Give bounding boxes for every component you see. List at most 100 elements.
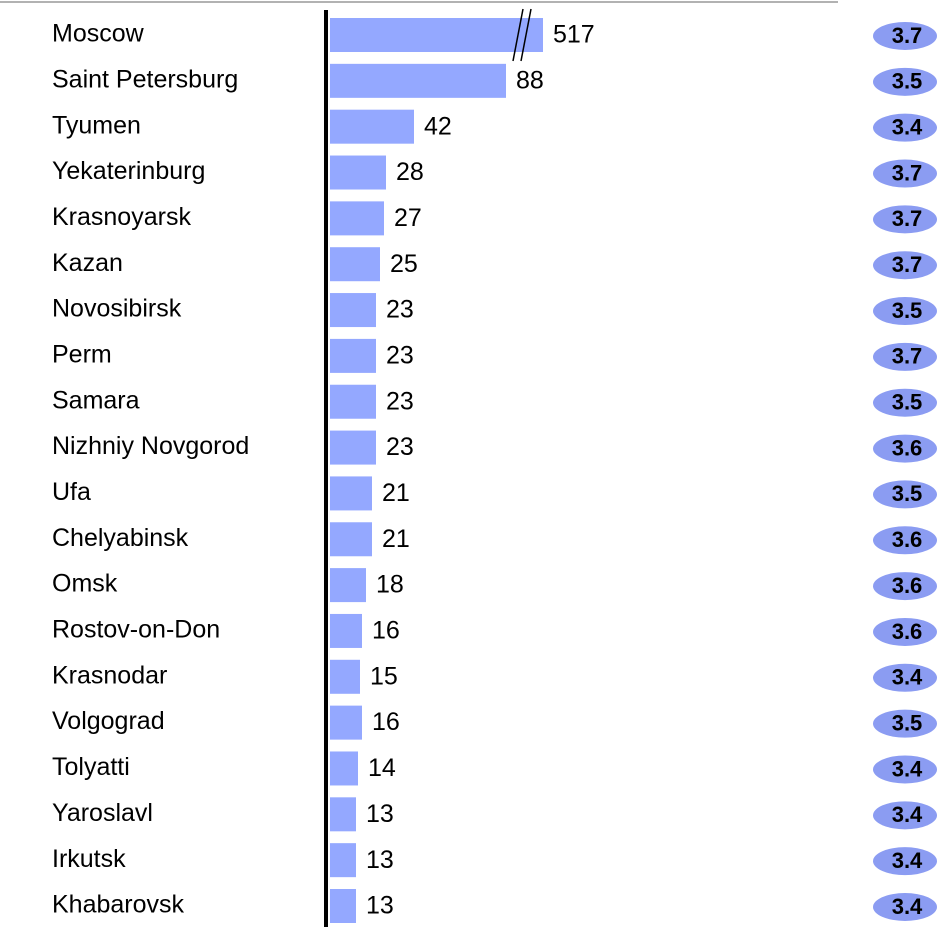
- rating-badge: [873, 297, 937, 326]
- value-label: 27: [394, 204, 422, 232]
- rating-badge: [873, 663, 937, 692]
- rating-label: 3.5: [892, 710, 923, 735]
- rating-badge: [873, 113, 937, 142]
- rating-label: 3.4: [892, 756, 923, 781]
- category-label: Omsk: [52, 570, 118, 598]
- value-label: 15: [370, 662, 398, 690]
- rating-label: 3.7: [892, 206, 923, 231]
- bar: [330, 522, 372, 557]
- category-label: Moscow: [52, 20, 145, 48]
- bar: [330, 63, 506, 98]
- bar: [330, 155, 386, 190]
- bar: [330, 843, 356, 878]
- rating-label: 3.4: [892, 802, 923, 827]
- rating-label: 3.5: [892, 481, 923, 506]
- category-label: Krasnoyarsk: [52, 203, 191, 231]
- rating-badge: [873, 159, 937, 188]
- bar: [330, 613, 362, 648]
- bar: [330, 751, 358, 786]
- rating-badge: [873, 709, 937, 738]
- category-label: Kazan: [52, 249, 123, 277]
- bar: [330, 659, 360, 694]
- rating-badge: [873, 755, 937, 784]
- rating-badge: [873, 526, 937, 555]
- value-label: 13: [366, 800, 394, 828]
- rating-label: 3.4: [892, 114, 923, 139]
- value-label: 21: [382, 479, 410, 507]
- category-label: Volgograd: [52, 707, 165, 735]
- bar: [330, 338, 376, 373]
- value-label: 23: [386, 433, 414, 461]
- bar: [330, 705, 362, 740]
- category-label: Yekaterinburg: [52, 157, 205, 185]
- value-label: 16: [372, 708, 400, 736]
- rating-badge: [873, 801, 937, 830]
- rating-badge: [873, 480, 937, 509]
- rating-label: 3.6: [892, 573, 923, 598]
- category-label: Chelyabinsk: [52, 524, 189, 552]
- bar: [330, 797, 356, 832]
- value-label: 21: [382, 525, 410, 553]
- rating-badge: [873, 388, 937, 417]
- rating-label: 3.6: [892, 527, 923, 552]
- rating-badge: [873, 205, 937, 234]
- category-label: Saint Petersburg: [52, 65, 238, 93]
- rating-badge: [873, 67, 937, 96]
- rating-label: 3.6: [892, 435, 923, 460]
- rating-label: 3.4: [892, 894, 923, 919]
- bar: [330, 247, 380, 282]
- value-label: 18: [376, 571, 404, 599]
- category-label: Tolyatti: [52, 753, 130, 781]
- rating-label: 3.7: [892, 160, 923, 185]
- category-label: Ufa: [52, 478, 91, 506]
- category-label: Rostov-on-Don: [52, 616, 220, 644]
- category-label: Perm: [52, 341, 112, 369]
- rating-badge: [873, 251, 937, 280]
- value-label: 14: [368, 754, 396, 782]
- rating-label: 3.4: [892, 848, 923, 873]
- bar: [330, 293, 376, 328]
- rating-label: 3.7: [892, 252, 923, 277]
- rating-badge: [873, 847, 937, 876]
- category-label: Krasnodar: [52, 661, 167, 689]
- value-label: 16: [372, 617, 400, 645]
- rating-label: 3.5: [892, 390, 923, 415]
- bar: [330, 18, 543, 52]
- value-label: 28: [396, 158, 424, 186]
- rating-badge: [873, 572, 937, 601]
- bar: [330, 568, 366, 603]
- bar: [330, 430, 376, 465]
- value-label: 13: [366, 846, 394, 874]
- rating-badge: [873, 22, 937, 50]
- category-label: Tyumen: [52, 111, 141, 139]
- category-label: Novosibirsk: [52, 295, 182, 323]
- category-label: Khabarovsk: [52, 891, 185, 919]
- value-label: 517: [553, 21, 595, 49]
- value-label: 88: [516, 66, 544, 94]
- value-label: 23: [386, 296, 414, 324]
- category-label: Irkutsk: [52, 845, 126, 873]
- value-label: 25: [390, 250, 418, 278]
- rating-label: 3.6: [892, 619, 923, 644]
- rating-label: 3.7: [892, 344, 923, 369]
- rating-label: 3.4: [892, 665, 923, 690]
- rating-badge: [873, 434, 937, 463]
- bar: [330, 889, 356, 923]
- rating-badge: [873, 342, 937, 371]
- rating-label: 3.5: [892, 69, 923, 94]
- value-label: 42: [424, 112, 452, 140]
- rating-label: 3.5: [892, 298, 923, 323]
- rating-label: 3.7: [892, 23, 923, 48]
- bar: [330, 201, 384, 236]
- bar: [330, 384, 376, 419]
- bar: [330, 109, 414, 144]
- bar: [330, 476, 372, 511]
- category-label: Samara: [52, 386, 140, 414]
- value-label: 23: [386, 342, 414, 370]
- rating-badge: [873, 893, 937, 921]
- category-label: Nizhniy Novgorod: [52, 432, 249, 460]
- category-label: Yaroslavl: [52, 799, 153, 827]
- value-label: 13: [366, 892, 394, 920]
- rating-badge: [873, 617, 937, 646]
